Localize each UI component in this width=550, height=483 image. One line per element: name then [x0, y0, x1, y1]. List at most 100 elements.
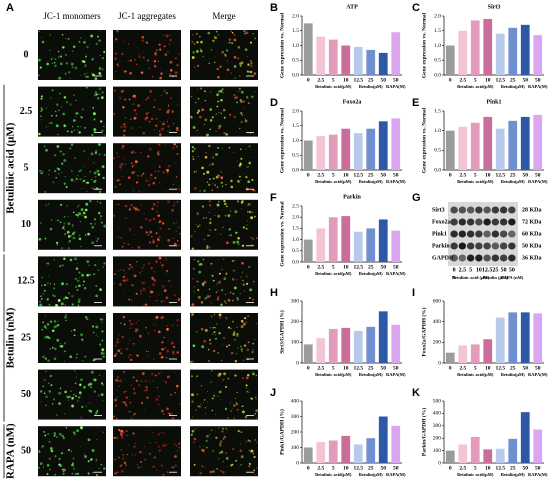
cell-signal [209, 338, 212, 342]
cell-signal [74, 472, 77, 476]
blot-band [458, 218, 467, 226]
cell-signal [58, 432, 62, 436]
cell-signal [139, 289, 143, 292]
cell-signal [165, 190, 167, 192]
cell-signal [247, 180, 251, 184]
group-label: RAPA(M) [528, 372, 548, 377]
cell-signal [151, 90, 153, 93]
cell-signal [252, 33, 254, 35]
cell-signal [155, 469, 158, 471]
cell-signal [86, 190, 88, 193]
cell-signal [76, 289, 79, 291]
cell-signal [168, 412, 171, 415]
cell-signal [49, 34, 51, 36]
cell-signal [217, 177, 219, 179]
cell-signal [202, 217, 205, 219]
bar [378, 416, 388, 463]
cell-signal [152, 283, 156, 287]
cell-signal [148, 180, 150, 182]
x-tick-label: 2.5 [459, 465, 466, 471]
cell-signal [152, 277, 155, 279]
cell-signal [42, 321, 45, 324]
cell-signal [195, 223, 197, 226]
cell-signal [238, 90, 240, 92]
cell-signal [62, 470, 65, 473]
cell-signal [152, 431, 154, 433]
cell-signal [128, 43, 130, 45]
cell-signal [191, 150, 194, 153]
cell-signal [152, 202, 156, 206]
cell-signal [78, 234, 81, 237]
cell-signal [232, 292, 235, 295]
cell-signal [68, 240, 71, 244]
cell-signal [194, 428, 197, 430]
cell-signal [163, 289, 167, 293]
cell-signal [116, 179, 119, 182]
cell-signal [190, 95, 193, 98]
cell-signal [162, 34, 165, 36]
cell-signal [173, 202, 176, 204]
cell-signal [158, 293, 160, 295]
x-tick-label: 25 [510, 465, 516, 471]
cell-signal [193, 437, 195, 439]
cell-signal [52, 294, 55, 297]
cell-signal [173, 242, 177, 246]
cell-signal [78, 40, 81, 43]
cell-signal [95, 91, 97, 94]
cell-signal [41, 445, 44, 448]
cell-signal [140, 151, 142, 154]
cell-signal [241, 114, 243, 116]
cell-signal [197, 156, 199, 158]
cell-signal [58, 391, 62, 395]
cell-signal [75, 277, 77, 280]
group-label: Betulin(μM) [359, 84, 383, 89]
cell-signal [206, 434, 209, 438]
cell-signal [226, 429, 228, 431]
cell-signal [178, 103, 180, 105]
cell-signal [117, 236, 119, 239]
panel-letter: K [412, 387, 420, 399]
cell-signal [125, 464, 127, 467]
cell-signal [219, 444, 222, 447]
cell-signal [72, 94, 76, 97]
cell-signal [114, 38, 118, 41]
cell-signal [99, 288, 102, 291]
cell-signal [126, 348, 128, 350]
cell-signal [39, 169, 42, 173]
cell-signal [173, 142, 176, 146]
cell-signal [148, 241, 151, 244]
cell-signal [124, 292, 126, 294]
cell-signal [70, 390, 72, 392]
cell-signal [114, 344, 118, 347]
cell-signal [128, 410, 131, 413]
cell-signal [93, 162, 95, 164]
cell-signal [50, 449, 54, 453]
cell-signal [77, 304, 80, 307]
cell-signal [204, 446, 206, 448]
cell-signal [233, 259, 236, 262]
cell-signal [59, 62, 63, 66]
micrograph [113, 30, 181, 80]
cell-signal [101, 91, 104, 94]
cell-signal [210, 49, 213, 51]
cell-signal [39, 300, 41, 303]
blot-band [475, 254, 483, 262]
row-label: 0 [24, 49, 29, 60]
cell-signal [162, 122, 165, 126]
cell-signal [159, 452, 161, 454]
cell-signal [45, 404, 47, 407]
cell-signal [214, 184, 216, 186]
cell-signal [41, 40, 45, 44]
cell-signal [237, 160, 238, 162]
cell-signal [84, 175, 86, 178]
cell-signal [206, 170, 210, 174]
cell-signal [79, 276, 81, 278]
cell-signal [171, 417, 175, 420]
cell-signal [244, 118, 246, 120]
cell-signal [147, 111, 150, 114]
cell-signal [230, 185, 234, 189]
cell-signal [248, 296, 251, 299]
cell-signal [122, 371, 125, 373]
cell-signal [93, 390, 96, 393]
cell-signal [199, 262, 203, 266]
